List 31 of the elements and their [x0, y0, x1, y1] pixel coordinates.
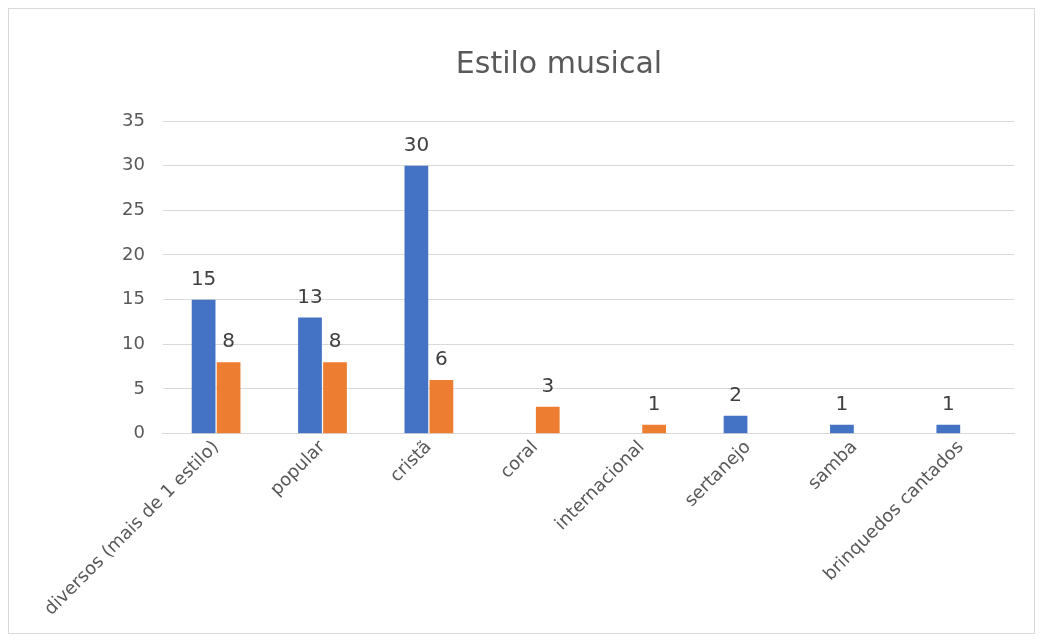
- bar: [830, 424, 854, 434]
- bar: [216, 362, 241, 434]
- y-tick-label: 30: [122, 153, 145, 175]
- bar: [323, 362, 347, 434]
- data-label: 8: [328, 328, 342, 353]
- bar: [723, 415, 748, 434]
- y-tick-label: 5: [133, 376, 145, 398]
- bar: [936, 424, 961, 434]
- data-label: 6: [435, 346, 448, 371]
- data-label: 1: [835, 390, 849, 415]
- y-tick-label: 15: [122, 287, 145, 309]
- data-label: 1: [941, 390, 955, 415]
- bar: [298, 317, 322, 434]
- y-tick-label: 20: [122, 242, 145, 264]
- bar: [191, 299, 216, 434]
- bar: [404, 165, 429, 434]
- bar: [642, 424, 667, 434]
- data-label: 2: [729, 382, 742, 406]
- y-tick-label: 25: [122, 198, 145, 219]
- y-tick-label: 0: [133, 421, 145, 443]
- data-label: 3: [541, 373, 555, 398]
- bar: [535, 406, 560, 434]
- data-label: 15: [190, 265, 217, 290]
- data-label: 30: [403, 131, 430, 156]
- bar: [429, 380, 454, 434]
- y-tick-label: 10: [122, 332, 145, 353]
- data-label: 8: [222, 328, 235, 353]
- data-label: 13: [297, 283, 323, 308]
- y-tick-label: 35: [122, 108, 145, 130]
- chart-title: Estilo musical: [455, 44, 663, 80]
- data-label: 1: [647, 390, 661, 415]
